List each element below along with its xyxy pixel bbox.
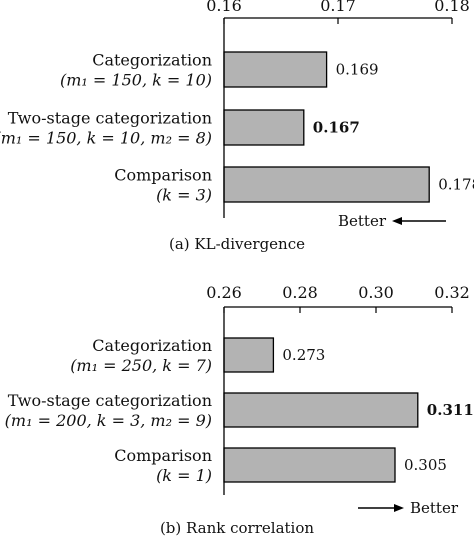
x-tick-label: 0.28 [282, 283, 318, 302]
value-label: 0.178 [438, 176, 474, 194]
category-params: (m₁ = 250, k = 7) [70, 356, 212, 375]
bar [223, 392, 419, 428]
better-label: Better [410, 499, 459, 517]
panel-caption: (b) Rank correlation [160, 519, 314, 537]
category-label: Categorization [92, 336, 212, 355]
category-params: (k = 3) [156, 186, 212, 205]
bar [223, 51, 328, 88]
category-params: (k = 1) [156, 466, 212, 485]
category-label: Two-stage categorization [8, 391, 212, 410]
x-tick-label: 0.32 [434, 283, 470, 302]
x-tick-label: 0.30 [358, 283, 394, 302]
x-tick-label: 0.26 [206, 283, 242, 302]
panel-rank-correlation: 0.273 0.311 0.305 0.26 0.28 0.30 0.32 Categoriz… [5, 283, 474, 537]
category-label: Categorization [92, 51, 212, 70]
bar [223, 166, 430, 203]
category-params: (m₁ = 150, k = 10, m₂ = 8) [0, 129, 212, 148]
better-label: Better [338, 212, 387, 230]
bar [223, 447, 396, 483]
value-label: 0.169 [336, 61, 379, 79]
panel-caption: (a) KL-divergence [169, 235, 305, 253]
x-tick-label: 0.16 [206, 0, 242, 15]
category-params: (m₁ = 150, k = 10) [60, 71, 212, 90]
better-arrow-head [394, 504, 404, 512]
x-tick-label: 0.17 [320, 0, 356, 15]
better-arrow-head [392, 217, 402, 225]
value-label: 0.305 [404, 456, 447, 474]
panel-kl-divergence: 0.169 0.167 0.178 0.16 0.17 0.18 Categorizatio… [0, 0, 474, 253]
category-params: (m₁ = 200, k = 3, m₂ = 9) [5, 411, 212, 430]
value-label: 0.273 [282, 346, 325, 364]
value-label: 0.167 [313, 119, 360, 137]
category-label: Comparison [114, 446, 212, 465]
x-tick-label: 0.18 [434, 0, 470, 15]
bar [223, 337, 275, 373]
category-label: Two-stage categorization [8, 109, 212, 128]
bar [223, 109, 305, 146]
value-label: 0.311 [427, 401, 474, 419]
category-label: Comparison [114, 166, 212, 185]
